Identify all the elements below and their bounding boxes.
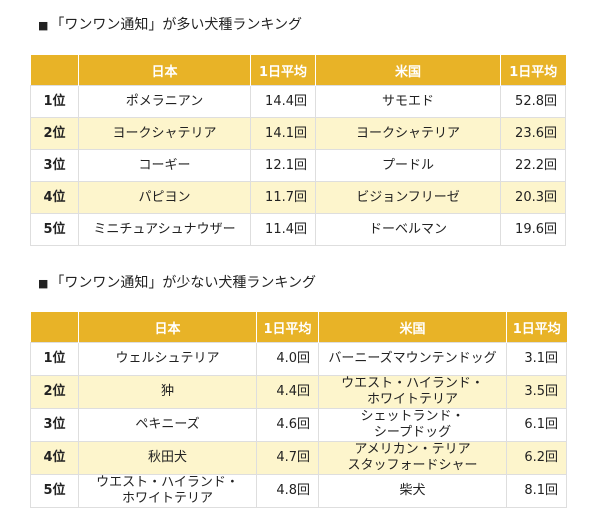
us-breed-cell: プードル [315, 149, 501, 182]
japan-breed-cell: ヨークシャテリア [78, 117, 251, 150]
rank-cell: 2位 [30, 117, 79, 150]
us-breed-cell: バーニーズマウンテンドッグ [318, 342, 507, 376]
japan-average-cell: 12.1回 [250, 149, 316, 182]
us-average-cell: 8.1回 [506, 474, 567, 508]
japan-average-cell: 4.0回 [256, 342, 319, 376]
japan-breed-cell: 狆 [78, 375, 257, 409]
square-bullet-icon: ■ [38, 277, 49, 290]
table-row: 2位 狆 4.4回 ウエスト・ハイランド・ ホワイトテリア 3.5回 [30, 375, 567, 409]
table-row: 4位 パピヨン 11.7回 ビジョンフリーゼ 20.3回 [30, 181, 566, 214]
us-average-cell: 52.8回 [500, 85, 566, 118]
rank-cell: 1位 [30, 342, 79, 376]
rank-cell: 1位 [30, 85, 79, 118]
us-breed-cell: ドーベルマン [315, 213, 501, 246]
rank-cell: 4位 [30, 441, 79, 475]
japan-breed-cell: パピヨン [78, 181, 251, 214]
us-average-cell: 3.1回 [506, 342, 567, 376]
table-row: 3位 コーギー 12.1回 プードル 22.2回 [30, 149, 566, 182]
us-average-cell: 3.5回 [506, 375, 567, 409]
section-title-most: ■ 「ワンワン通知」が多い犬種ランキング [38, 14, 302, 34]
table-row: 4位 秋田犬 4.7回 アメリカン・テリア スタッフォードシャー 6.2回 [30, 441, 567, 475]
us-average-cell: 23.6回 [500, 117, 566, 150]
ranking-table-least: 日本 1日平均 米国 1日平均 1位 ウェルシュテリア 4.0回 バーニーズマウ… [30, 312, 567, 508]
us-breed-cell: ウエスト・ハイランド・ ホワイトテリア [318, 375, 507, 409]
header-japan: 日本 [78, 312, 257, 343]
table-header-row: 日本 1日平均 米国 1日平均 [30, 55, 566, 86]
japan-breed-cell: ウエスト・ハイランド・ ホワイトテリア [78, 474, 257, 508]
japan-average-cell: 4.8回 [256, 474, 319, 508]
table-row: 5位 ミニチュアシュナウザー 11.4回 ドーベルマン 19.6回 [30, 213, 566, 246]
japan-breed-cell: ポメラニアン [78, 85, 251, 118]
us-average-cell: 6.2回 [506, 441, 567, 475]
japan-breed-cell: 秋田犬 [78, 441, 257, 475]
header-us: 米国 [318, 312, 507, 343]
ranking-table-most: 日本 1日平均 米国 1日平均 1位 ポメラニアン 14.4回 サモエド 52.… [30, 55, 566, 246]
japan-breed-cell: コーギー [78, 149, 251, 182]
japan-average-cell: 11.7回 [250, 181, 316, 214]
rank-cell: 3位 [30, 408, 79, 442]
japan-breed-cell: ウェルシュテリア [78, 342, 257, 376]
us-average-cell: 6.1回 [506, 408, 567, 442]
japan-average-cell: 4.6回 [256, 408, 319, 442]
table-row: 2位 ヨークシャテリア 14.1回 ヨークシャテリア 23.6回 [30, 117, 566, 150]
japan-average-cell: 4.7回 [256, 441, 319, 475]
japan-average-cell: 11.4回 [250, 213, 316, 246]
rank-cell: 2位 [30, 375, 79, 409]
japan-average-cell: 4.4回 [256, 375, 319, 409]
header-rank [30, 55, 79, 86]
header-us: 米国 [315, 55, 501, 86]
rank-cell: 5位 [30, 474, 79, 508]
us-breed-cell: アメリカン・テリア スタッフォードシャー [318, 441, 507, 475]
us-breed-cell: シェットランド・ シープドッグ [318, 408, 507, 442]
header-daily-avg-japan: 1日平均 [250, 55, 316, 86]
us-breed-cell: ビジョンフリーゼ [315, 181, 501, 214]
rank-cell: 5位 [30, 213, 79, 246]
us-breed-cell: ヨークシャテリア [315, 117, 501, 150]
japan-breed-cell: ペキニーズ [78, 408, 257, 442]
us-breed-cell: 柴犬 [318, 474, 507, 508]
header-daily-avg-japan: 1日平均 [256, 312, 319, 343]
rank-cell: 4位 [30, 181, 79, 214]
header-daily-avg-us: 1日平均 [500, 55, 566, 86]
square-bullet-icon: ■ [38, 19, 49, 32]
table-row: 3位 ペキニーズ 4.6回 シェットランド・ シープドッグ 6.1回 [30, 408, 567, 442]
table-row: 5位 ウエスト・ハイランド・ ホワイトテリア 4.8回 柴犬 8.1回 [30, 474, 567, 508]
section-title-text: 「ワンワン通知」が少ない犬種ランキング [50, 275, 316, 291]
header-daily-avg-us: 1日平均 [506, 312, 567, 343]
us-breed-cell: サモエド [315, 85, 501, 118]
japan-breed-cell: ミニチュアシュナウザー [78, 213, 251, 246]
us-average-cell: 19.6回 [500, 213, 566, 246]
table-header-row: 日本 1日平均 米国 1日平均 [30, 312, 567, 343]
us-average-cell: 22.2回 [500, 149, 566, 182]
us-average-cell: 20.3回 [500, 181, 566, 214]
section-title-text: 「ワンワン通知」が多い犬種ランキング [50, 17, 302, 33]
section-title-least: ■ 「ワンワン通知」が少ない犬種ランキング [38, 272, 316, 292]
japan-average-cell: 14.4回 [250, 85, 316, 118]
japan-average-cell: 14.1回 [250, 117, 316, 150]
header-rank [30, 312, 79, 343]
table-row: 1位 ウェルシュテリア 4.0回 バーニーズマウンテンドッグ 3.1回 [30, 342, 567, 376]
rank-cell: 3位 [30, 149, 79, 182]
table-row: 1位 ポメラニアン 14.4回 サモエド 52.8回 [30, 85, 566, 118]
header-japan: 日本 [78, 55, 251, 86]
